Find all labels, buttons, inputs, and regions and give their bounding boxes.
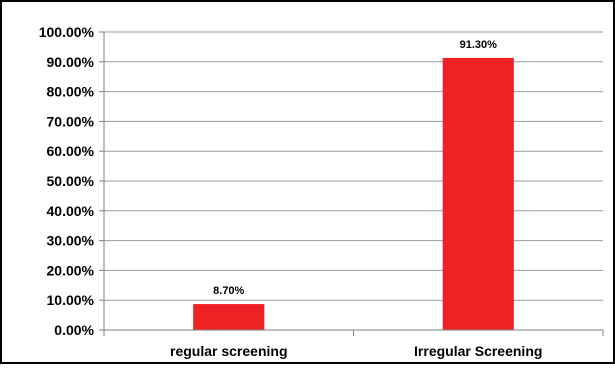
y-tick-label: 40.00%: [47, 203, 95, 219]
y-tick-label: 90.00%: [47, 54, 95, 70]
y-tick-label: 100.00%: [39, 24, 95, 40]
gridlines: [104, 31, 603, 301]
data-label: 91.30%: [460, 39, 498, 51]
y-tick-label: 30.00%: [47, 233, 95, 249]
y-tick-label: 70.00%: [47, 113, 95, 129]
y-tick-label: 80.00%: [47, 84, 95, 100]
y-tick-label: 50.00%: [47, 173, 95, 189]
data-label: 8.70%: [213, 285, 244, 297]
bar-2: [442, 57, 514, 331]
y-tick-label: 0.00%: [54, 322, 94, 338]
y-tick-label: 10.00%: [47, 292, 95, 308]
y-tick-label: 20.00%: [47, 262, 95, 278]
x-category-label: regular screening: [170, 343, 288, 359]
labels: 0.00% 10.00% 20.00% 30.00% 40.00% 50.00% 60.00…: [39, 24, 543, 359]
y-tick-label: 60.00%: [47, 143, 95, 159]
x-category-label: Irregular Screening: [414, 343, 542, 359]
bars: [193, 57, 514, 331]
axes: [99, 31, 604, 336]
bar-1: [193, 304, 265, 330]
